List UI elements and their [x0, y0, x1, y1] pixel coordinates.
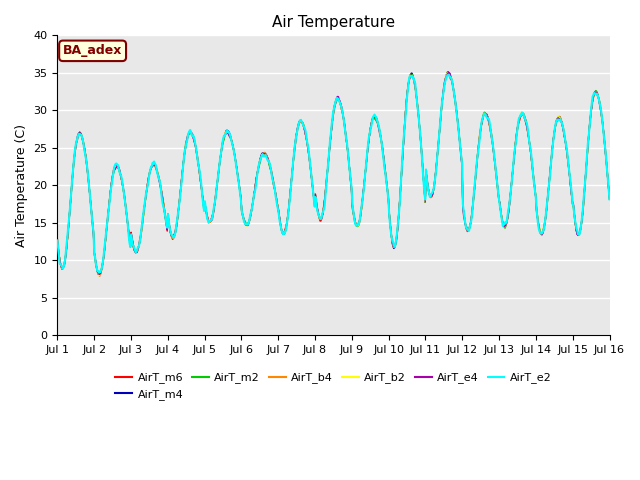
AirT_b2	[401, 112, 409, 118]
AirT_e4	[177, 182, 185, 188]
AirT_b4	[121, 198, 129, 204]
AirT_b2	[121, 197, 129, 203]
AirT_m2	[206, 218, 214, 224]
AirT_e4	[96, 272, 104, 277]
AirT_m6	[96, 273, 104, 279]
AirT_e4	[63, 236, 71, 242]
AirT_m4	[54, 240, 61, 245]
AirT_m4	[206, 219, 214, 225]
AirT_b4	[63, 238, 71, 243]
AirT_e2	[177, 184, 185, 190]
AirT_m2	[96, 272, 104, 278]
AirT_m6	[206, 219, 214, 225]
AirT_m2	[63, 237, 71, 243]
AirT_b4	[95, 271, 102, 276]
AirT_e2	[206, 218, 214, 224]
AirT_b4	[444, 70, 452, 75]
AirT_b4	[605, 195, 613, 201]
AirT_e4	[605, 194, 613, 200]
AirT_e2	[63, 234, 71, 240]
AirT_b2	[206, 219, 214, 225]
AirT_e2	[444, 72, 452, 78]
AirT_b2	[417, 148, 425, 154]
AirT_m6	[417, 147, 425, 153]
AirT_e2	[401, 117, 409, 123]
Line: AirT_e4: AirT_e4	[58, 72, 609, 275]
Line: AirT_b4: AirT_b4	[58, 72, 609, 274]
AirT_b4	[54, 238, 61, 243]
Line: AirT_m2: AirT_m2	[58, 72, 609, 275]
AirT_b2	[63, 236, 71, 241]
AirT_e2	[54, 238, 61, 243]
AirT_e4	[444, 70, 452, 75]
AirT_e4	[417, 145, 425, 151]
Legend: AirT_m6, AirT_m4, AirT_m2, AirT_b4, AirT_b2, AirT_e4, AirT_e2: AirT_m6, AirT_m4, AirT_m2, AirT_b4, AirT…	[111, 368, 556, 404]
AirT_m4	[121, 199, 129, 204]
AirT_e2	[605, 196, 613, 202]
Line: AirT_m4: AirT_m4	[58, 72, 609, 275]
Line: AirT_b2: AirT_b2	[58, 72, 609, 276]
AirT_m6	[605, 193, 613, 199]
AirT_m4	[444, 69, 452, 75]
Title: Air Temperature: Air Temperature	[272, 15, 395, 30]
AirT_m2	[54, 241, 61, 247]
AirT_e4	[54, 237, 61, 243]
AirT_e4	[121, 197, 129, 203]
AirT_m2	[401, 113, 409, 119]
AirT_m4	[417, 147, 425, 153]
AirT_m2	[417, 145, 425, 151]
AirT_b2	[54, 236, 61, 242]
AirT_m2	[177, 182, 185, 188]
AirT_b4	[177, 182, 185, 188]
AirT_m6	[401, 113, 409, 119]
AirT_e2	[121, 199, 129, 204]
Y-axis label: Air Temperature (C): Air Temperature (C)	[15, 124, 28, 247]
AirT_m6	[177, 182, 185, 188]
AirT_b2	[177, 183, 185, 189]
AirT_e2	[417, 147, 425, 153]
AirT_m4	[605, 196, 613, 202]
AirT_b2	[95, 273, 102, 279]
AirT_m6	[63, 237, 71, 242]
AirT_e4	[401, 112, 409, 118]
AirT_e2	[95, 270, 102, 276]
AirT_m4	[95, 272, 102, 278]
AirT_b4	[401, 113, 409, 119]
AirT_m6	[54, 236, 61, 242]
AirT_b2	[605, 194, 613, 200]
AirT_b4	[206, 219, 214, 225]
Text: BA_adex: BA_adex	[63, 44, 122, 57]
AirT_m6	[121, 196, 129, 202]
AirT_m4	[401, 113, 409, 119]
Line: AirT_m6: AirT_m6	[58, 72, 609, 276]
Line: AirT_e2: AirT_e2	[58, 75, 609, 273]
AirT_m4	[63, 236, 71, 242]
AirT_b4	[417, 145, 425, 151]
AirT_m2	[121, 198, 129, 204]
AirT_e4	[206, 218, 214, 224]
AirT_m2	[605, 196, 613, 202]
AirT_m4	[177, 182, 185, 188]
AirT_m2	[444, 69, 451, 75]
AirT_m6	[444, 69, 451, 75]
AirT_b2	[444, 70, 452, 75]
